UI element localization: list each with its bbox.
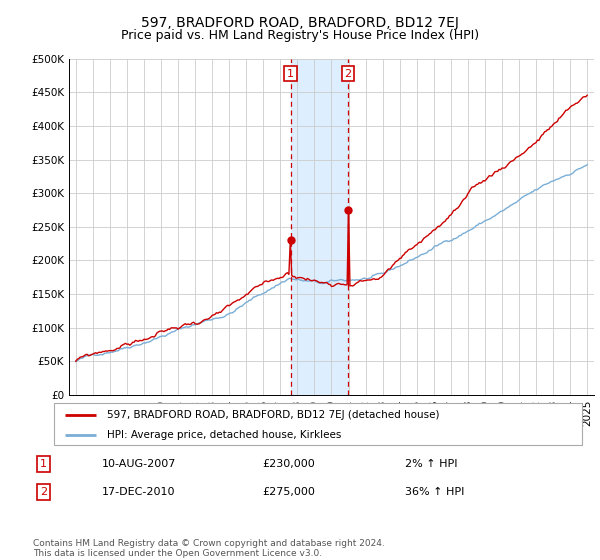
Bar <box>291 59 348 395</box>
Text: 2: 2 <box>344 68 352 78</box>
FancyBboxPatch shape <box>54 403 582 445</box>
Text: £230,000: £230,000 <box>262 459 314 469</box>
Text: £275,000: £275,000 <box>262 487 315 497</box>
Text: 1: 1 <box>287 68 294 78</box>
Text: 36% ↑ HPI: 36% ↑ HPI <box>406 487 465 497</box>
Text: 2: 2 <box>40 487 47 497</box>
Text: 2% ↑ HPI: 2% ↑ HPI <box>406 459 458 469</box>
Text: 1: 1 <box>40 459 47 469</box>
Text: 597, BRADFORD ROAD, BRADFORD, BD12 7EJ (detached house): 597, BRADFORD ROAD, BRADFORD, BD12 7EJ (… <box>107 410 439 420</box>
Text: Price paid vs. HM Land Registry's House Price Index (HPI): Price paid vs. HM Land Registry's House … <box>121 29 479 42</box>
Text: Contains HM Land Registry data © Crown copyright and database right 2024.
This d: Contains HM Land Registry data © Crown c… <box>33 539 385 558</box>
Text: 17-DEC-2010: 17-DEC-2010 <box>102 487 175 497</box>
Text: 10-AUG-2007: 10-AUG-2007 <box>102 459 176 469</box>
Text: 597, BRADFORD ROAD, BRADFORD, BD12 7EJ: 597, BRADFORD ROAD, BRADFORD, BD12 7EJ <box>141 16 459 30</box>
Text: HPI: Average price, detached house, Kirklees: HPI: Average price, detached house, Kirk… <box>107 430 341 440</box>
